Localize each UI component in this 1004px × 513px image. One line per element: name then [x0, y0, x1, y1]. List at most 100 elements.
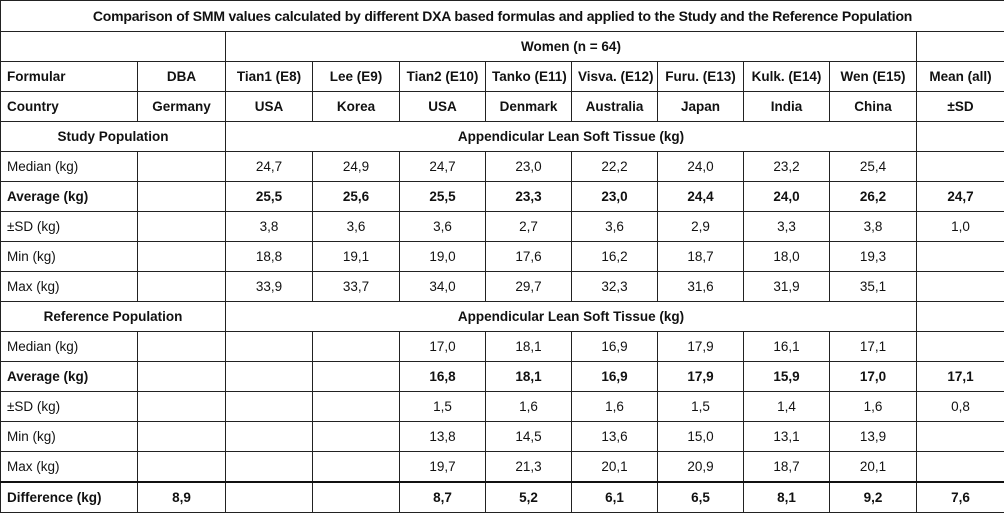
value-cell: 20,1 [830, 452, 917, 483]
header-cell: Korea [313, 92, 400, 122]
value-cell: 16,1 [744, 332, 830, 362]
value-cell: 34,0 [400, 272, 486, 302]
value-cell: 23,0 [572, 182, 658, 212]
value-cell: 18,0 [744, 242, 830, 272]
value-cell: 25,5 [400, 182, 486, 212]
value-cell: 13,9 [830, 422, 917, 452]
value-cell: 16,9 [572, 362, 658, 392]
value-cell: 1,5 [658, 392, 744, 422]
value-cell: 18,1 [486, 332, 572, 362]
table-title: Comparison of SMM values calculated by d… [1, 1, 1004, 32]
subtitle: Women (n = 64) [226, 32, 917, 62]
row-label: Max (kg) [1, 272, 138, 302]
header-cell: Mean (all) [917, 62, 1004, 92]
empty-cell [313, 482, 400, 513]
value-cell: 24,7 [400, 152, 486, 182]
empty-cell [917, 302, 1004, 332]
empty-cell [138, 452, 226, 483]
value-cell: 14,5 [486, 422, 572, 452]
value-cell: 0,8 [917, 392, 1004, 422]
empty-cell [313, 332, 400, 362]
header-cell: Kulk. (E14) [744, 62, 830, 92]
empty-cell [138, 272, 226, 302]
value-cell: 18,8 [226, 242, 313, 272]
value-cell: 13,6 [572, 422, 658, 452]
section-span-label: Appendicular Lean Soft Tissue (kg) [226, 302, 917, 332]
header-cell: Denmark [486, 92, 572, 122]
value-cell: 3,6 [313, 212, 400, 242]
value-cell: 31,9 [744, 272, 830, 302]
value-cell: 1,6 [572, 392, 658, 422]
row-label: Min (kg) [1, 242, 138, 272]
header-cell: ±SD [917, 92, 1004, 122]
header-cell: India [744, 92, 830, 122]
value-cell: 15,0 [658, 422, 744, 452]
header-cell: DBA [138, 62, 226, 92]
row-label: Max (kg) [1, 452, 138, 483]
value-cell: 24,7 [226, 152, 313, 182]
subtitle-row: Women (n = 64) [1, 32, 1004, 62]
empty-cell [138, 182, 226, 212]
header-cell: Tian1 (E8) [226, 62, 313, 92]
value-cell: 19,7 [400, 452, 486, 483]
empty-cell [1, 32, 226, 62]
value-cell: 33,7 [313, 272, 400, 302]
empty-cell [226, 482, 313, 513]
value-cell: 20,9 [658, 452, 744, 483]
empty-cell [226, 332, 313, 362]
empty-cell [313, 392, 400, 422]
value-cell: 35,1 [830, 272, 917, 302]
row-label: Average (kg) [1, 362, 138, 392]
empty-cell [138, 212, 226, 242]
empty-cell [313, 362, 400, 392]
value-cell: 29,7 [486, 272, 572, 302]
empty-cell [313, 452, 400, 483]
row-label: Min (kg) [1, 422, 138, 452]
row-label: Average (kg) [1, 182, 138, 212]
value-cell: 22,2 [572, 152, 658, 182]
value-cell: 1,6 [486, 392, 572, 422]
value-cell: 2,7 [486, 212, 572, 242]
value-cell: 13,1 [744, 422, 830, 452]
empty-cell [226, 362, 313, 392]
value-cell: 16,8 [400, 362, 486, 392]
header-cell: USA [226, 92, 313, 122]
value-cell: 8,7 [400, 482, 486, 513]
value-cell: 24,0 [658, 152, 744, 182]
value-cell: 17,0 [400, 332, 486, 362]
value-cell: 23,2 [744, 152, 830, 182]
empty-cell [138, 392, 226, 422]
value-cell: 31,6 [658, 272, 744, 302]
value-cell: 6,5 [658, 482, 744, 513]
header-cell: Furu. (E13) [658, 62, 744, 92]
section-span-label: Appendicular Lean Soft Tissue (kg) [226, 122, 917, 152]
value-cell: 8,9 [138, 482, 226, 513]
empty-cell [138, 332, 226, 362]
empty-cell [917, 32, 1004, 62]
value-cell: 32,3 [572, 272, 658, 302]
title-row: Comparison of SMM values calculated by d… [1, 1, 1004, 32]
value-cell: 24,0 [744, 182, 830, 212]
empty-cell [138, 422, 226, 452]
header-cell: Visva. (E12) [572, 62, 658, 92]
header-cell: Tian2 (E10) [400, 62, 486, 92]
empty-cell [917, 422, 1004, 452]
value-cell: 23,0 [486, 152, 572, 182]
empty-cell [138, 242, 226, 272]
empty-cell [226, 392, 313, 422]
value-cell: 7,6 [917, 482, 1004, 513]
value-cell: 15,9 [744, 362, 830, 392]
header-cell: Country [1, 92, 138, 122]
value-cell: 1,5 [400, 392, 486, 422]
value-cell: 23,3 [486, 182, 572, 212]
